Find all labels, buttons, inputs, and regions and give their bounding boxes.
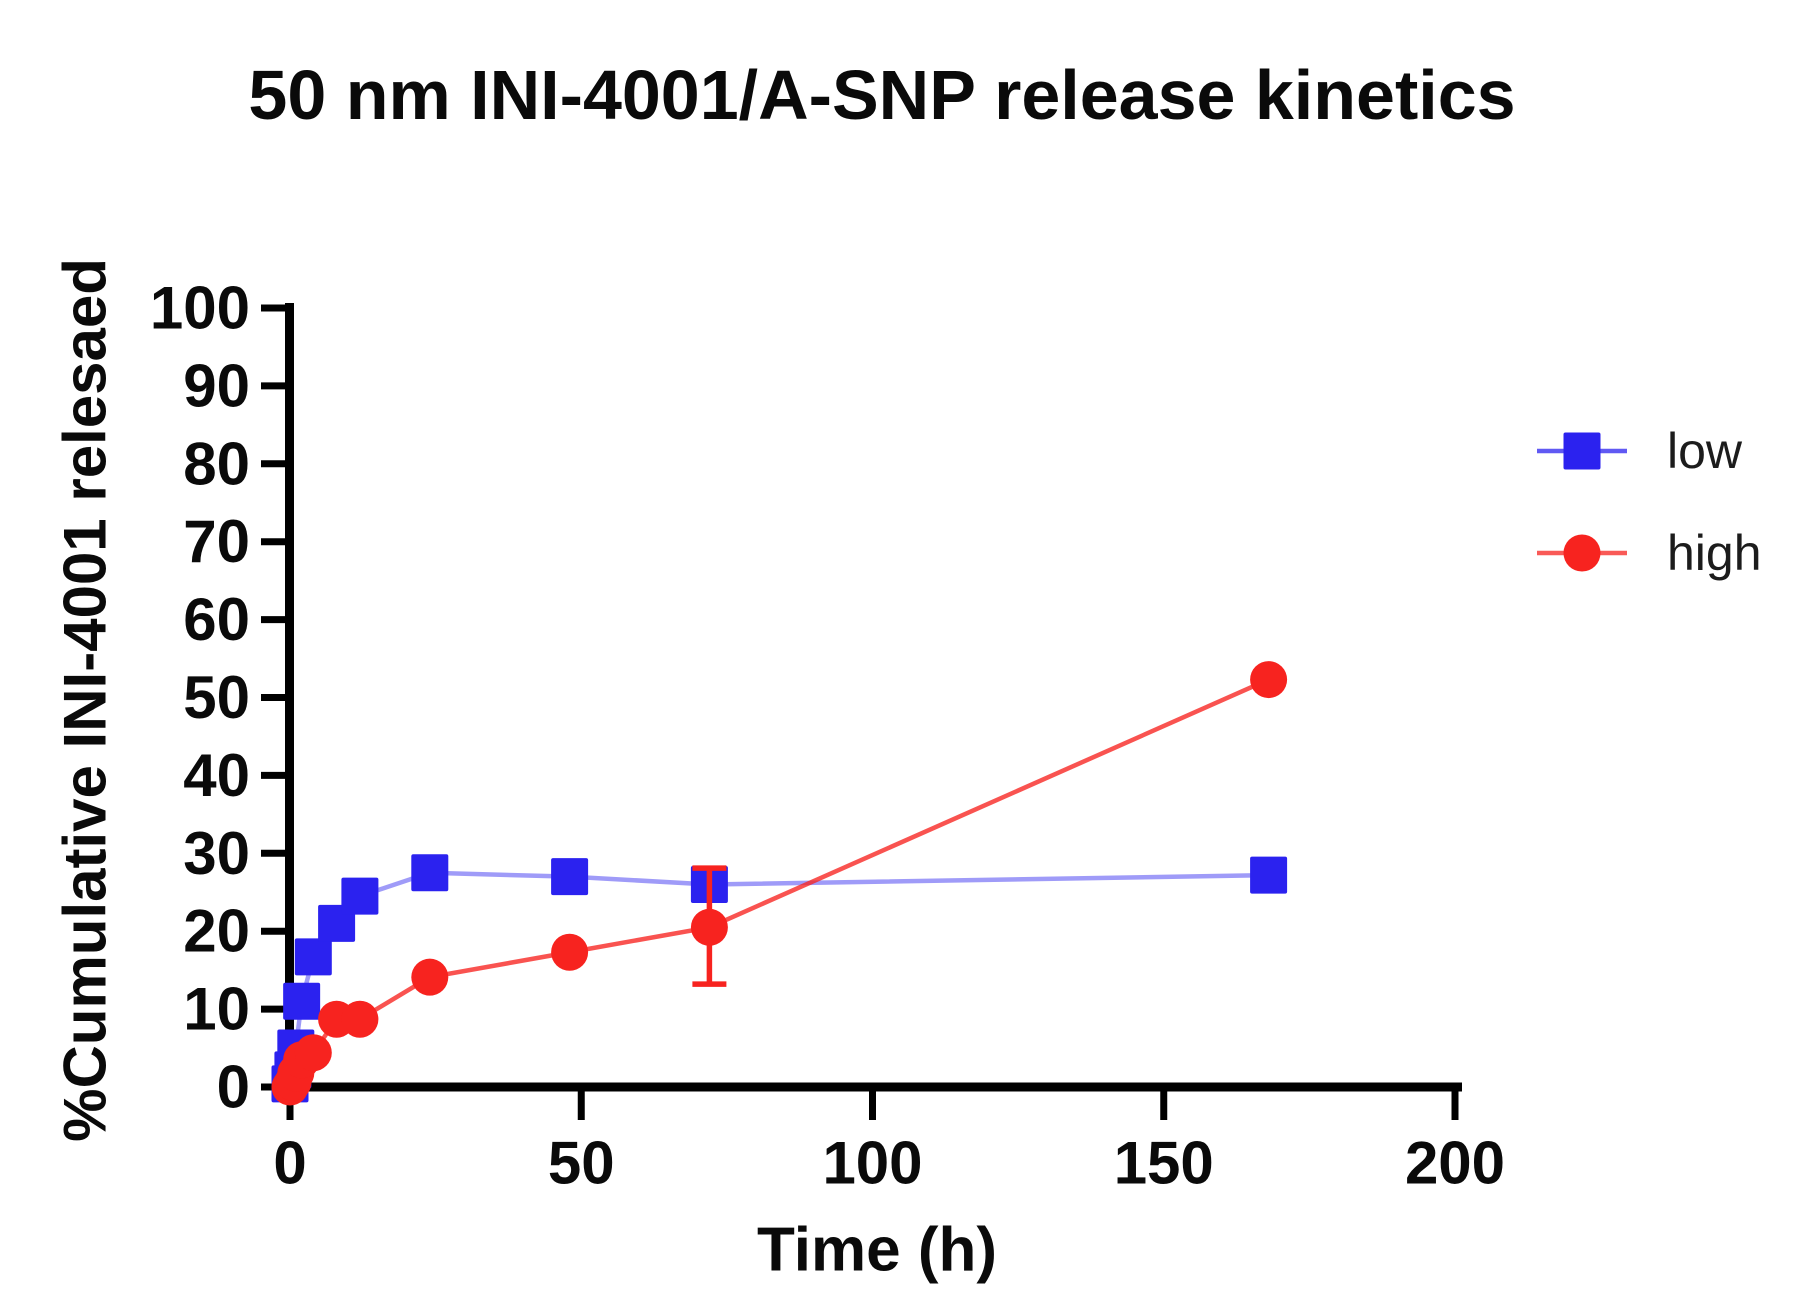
legend-item-low: low [1537,423,1762,479]
y-tick-label: 0 [217,1054,250,1121]
y-tick-label: 90 [183,352,250,419]
high-data-point [341,1000,379,1038]
x-tick-label: 100 [822,1130,922,1197]
y-axis: 0 10 20 30 40 50 60 70 80 90 100 [150,275,285,1121]
low-data-point [341,877,379,915]
y-tick-label: 30 [183,820,250,887]
y-tick-label: 50 [183,664,250,731]
x-axis-label: Time (h) [757,1215,997,1285]
series-high [271,661,1288,1106]
low-data-point [1250,856,1288,894]
high-data-point [411,958,449,996]
y-tick-label: 100 [150,275,250,342]
y-tick-label: 80 [183,430,250,497]
y-tick-label: 70 [183,508,250,575]
legend-label-low: low [1667,423,1743,479]
y-tick-label: 10 [183,976,250,1043]
chart-title: 50 nm INI-4001/A-SNP release kinetics [248,56,1516,134]
x-tick-label: 150 [1114,1130,1214,1197]
legend: low high [1537,423,1762,581]
x-tick-label: 0 [273,1130,306,1197]
low-data-point [294,938,332,976]
x-tick-label: 50 [548,1130,615,1197]
high-data-point [294,1034,332,1072]
high-data-point [1250,661,1288,699]
legend-item-high: high [1537,525,1762,581]
high-series-marker-icon [1537,534,1627,572]
x-tick-label: 200 [1405,1130,1505,1197]
low-data-point [411,854,449,892]
x-axis: 0 50 100 150 200 [273,1091,1505,1197]
low-data-point [283,982,321,1020]
legend-label-high: high [1667,525,1762,581]
high-data-point [551,933,589,971]
low-data-point [551,858,589,896]
low-series-marker-icon [1537,432,1627,470]
high-data-point [690,908,728,946]
y-tick-label: 20 [183,898,250,965]
y-tick-label: 40 [183,742,250,809]
y-tick-label: 60 [183,586,250,653]
